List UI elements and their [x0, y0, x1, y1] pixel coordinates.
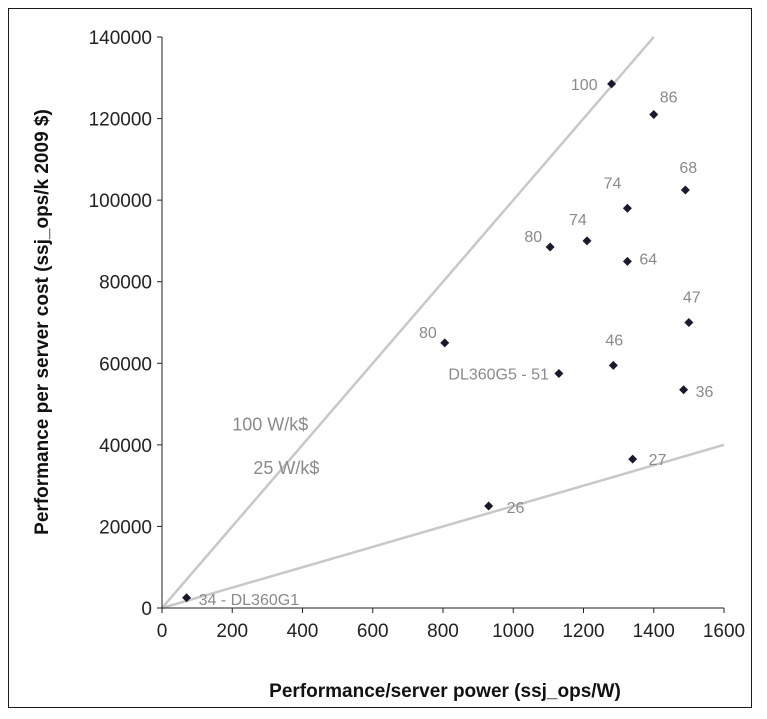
x-tick-label: 800: [427, 621, 459, 642]
data-point-label: 74: [604, 175, 622, 192]
data-point-label: 64: [639, 251, 657, 268]
data-point-label: 34 - DL360G1: [199, 592, 300, 609]
x-tick-label: 1600: [703, 621, 745, 642]
x-tick-label: 600: [357, 621, 389, 642]
reference-line-1: [161, 443, 725, 610]
data-point-label: 74: [569, 212, 587, 229]
x-tick-label: 200: [216, 621, 248, 642]
data-point: [182, 593, 192, 603]
data-point-label: 80: [419, 325, 437, 342]
data-point-label: 36: [696, 384, 714, 401]
data-point: [608, 360, 618, 370]
y-tick-label: 100000: [89, 191, 152, 212]
x-tick-label: 1000: [492, 621, 534, 642]
data-point-label: 86: [660, 89, 678, 106]
data-point: [622, 256, 632, 266]
data-point: [554, 368, 564, 378]
chart-frame: [8, 8, 752, 708]
data-point-label: 27: [649, 452, 667, 469]
y-tick-label: 80000: [99, 273, 152, 294]
y-tick-label: 60000: [99, 354, 152, 375]
data-point: [545, 242, 555, 252]
data-point-label: DL360G5 - 51: [448, 366, 549, 383]
data-point: [484, 501, 494, 511]
data-point: [622, 203, 632, 213]
y-tick-label: 20000: [99, 517, 152, 538]
data-point-label: 47: [683, 290, 701, 307]
reference-line-label: 25 W/k$: [253, 458, 319, 478]
data-point-label: 100: [571, 77, 598, 94]
y-tick-label: 140000: [89, 28, 152, 49]
y-tick-label: 0: [141, 599, 152, 620]
data-point: [680, 185, 690, 195]
x-tick-label: 1200: [562, 621, 604, 642]
data-point: [440, 338, 450, 348]
data-point: [684, 318, 694, 327]
reference-line-label: 100 W/k$: [232, 415, 308, 435]
x-axis-title: Performance/server power (ssj_ops/W): [269, 681, 621, 702]
data-point: [607, 79, 617, 89]
data-point-label: 46: [605, 332, 623, 349]
x-tick-label: 0: [157, 621, 168, 642]
data-point: [649, 109, 659, 119]
y-tick-label: 120000: [89, 110, 152, 131]
y-axis-title: Performance per server cost (ssj_ops/k 2…: [32, 109, 53, 535]
reference-line-0: [161, 36, 655, 609]
data-point-label: 26: [507, 500, 525, 517]
data-point-label: 68: [679, 160, 697, 177]
data-point: [628, 454, 638, 464]
data-point: [582, 236, 592, 246]
data-point-label: 80: [524, 229, 542, 246]
data-point: [679, 385, 689, 395]
x-tick-label: 1400: [633, 621, 675, 642]
x-tick-label: 400: [287, 621, 319, 642]
y-tick-label: 40000: [99, 436, 152, 457]
